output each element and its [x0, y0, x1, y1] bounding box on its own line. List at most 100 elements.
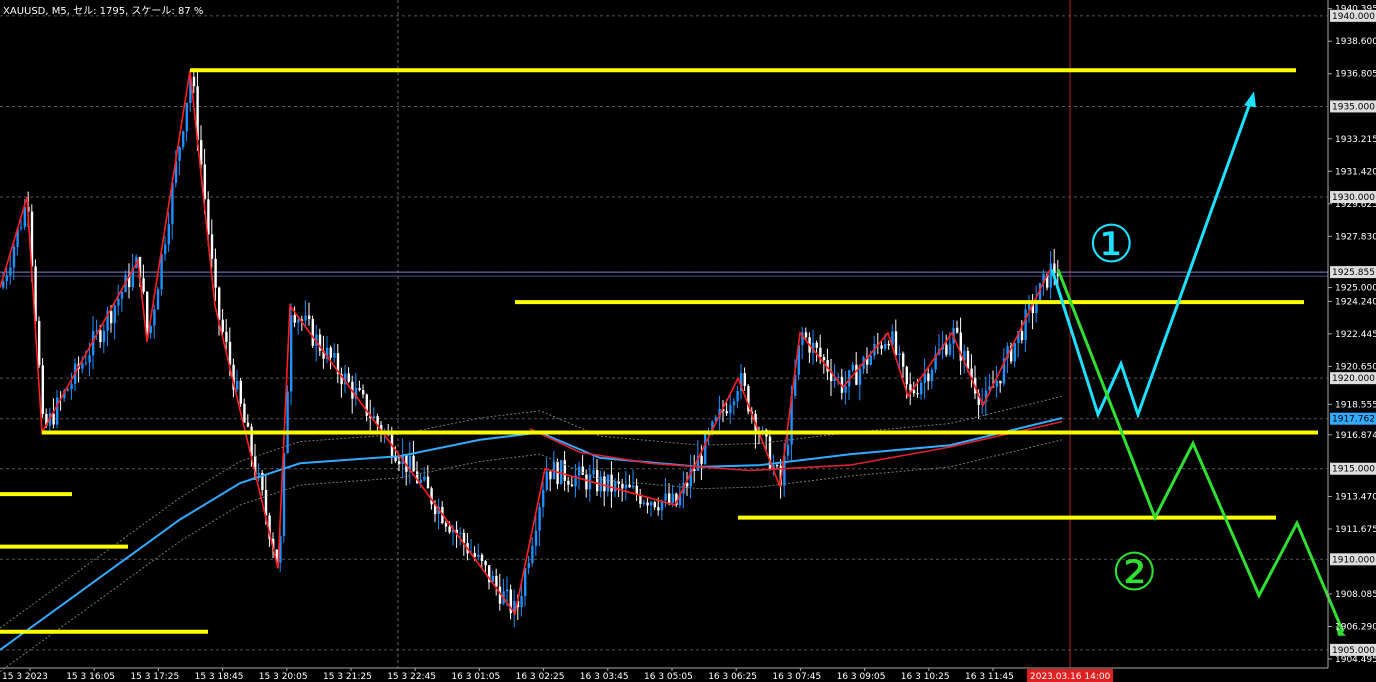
candle-body [84, 362, 88, 364]
candle-body [102, 330, 106, 343]
candle-body [844, 386, 847, 393]
candle-body [671, 493, 674, 503]
candle-body [1053, 263, 1056, 274]
candle-body [675, 493, 678, 505]
candle-body [538, 507, 541, 531]
price-tick-label: 1925.000 [1335, 284, 1376, 294]
candle-body [700, 455, 703, 465]
candle-body [527, 563, 530, 568]
candle-body [214, 258, 217, 288]
candle-body [592, 470, 595, 475]
price-tick-label: 1929.625 [1335, 200, 1376, 210]
candle-body [16, 228, 19, 247]
candle-body [23, 206, 26, 228]
candle-body [1013, 343, 1016, 362]
candle-body [171, 182, 174, 225]
candle-body [516, 600, 520, 608]
scenario-2-path [1056, 268, 1345, 633]
candle-body [156, 289, 160, 310]
candle-body [632, 485, 635, 488]
candle-body [819, 347, 822, 358]
candle-body [488, 565, 491, 583]
candle-body [884, 343, 887, 349]
candle-body [855, 364, 858, 385]
price-axis[interactable]: 1940.395 1938.600 1936.805 1933.215 1931.420… [1327, 0, 1376, 668]
candle-body [1002, 358, 1006, 384]
scenario-1-arrowhead [1244, 91, 1256, 108]
candle-body [423, 476, 426, 480]
candle-body [318, 334, 322, 351]
candle-body [858, 368, 862, 385]
candle-body [250, 426, 253, 457]
candle-body [617, 481, 620, 484]
candle-body [95, 330, 98, 332]
candle-body [963, 350, 966, 361]
candle-body [668, 493, 671, 503]
candle-body [236, 380, 239, 390]
candle-body [228, 341, 232, 365]
candle-body [117, 298, 120, 306]
candle-body [610, 474, 613, 492]
candle-body [430, 488, 433, 505]
candle-body [268, 515, 271, 539]
candle-body [56, 397, 59, 425]
candle-body [81, 363, 84, 369]
candle-body [948, 343, 952, 355]
candle-body [293, 315, 296, 323]
candle-body [732, 401, 736, 406]
candle-body [275, 549, 278, 563]
candle-body [812, 342, 815, 353]
candle-body [898, 353, 901, 356]
ma-slow-line [529, 420, 1063, 472]
candle-body [52, 413, 55, 425]
candle-body [254, 456, 257, 476]
level-label-box [1330, 9, 1376, 22]
price-tick-label: 1936.805 [1335, 70, 1376, 80]
candle-body [239, 380, 242, 404]
candle-body [992, 386, 995, 388]
time-tick-label: 16 3 07:45 [772, 672, 821, 682]
candle-body [279, 535, 282, 563]
candle-body [308, 315, 311, 320]
candle-body [426, 476, 430, 489]
time-axis[interactable]: 15 3 2023 15 3 16:05 15 3 17:25 15 3 18:45 1… [0, 667, 1328, 682]
candle-body [930, 369, 934, 382]
candle-body [1049, 263, 1052, 288]
candle-body [581, 466, 584, 475]
candle-body [563, 460, 566, 481]
candle-body [347, 373, 350, 382]
candle-body [167, 224, 170, 245]
price-tick-label: 1916.874 [1335, 431, 1376, 441]
candle-body [261, 472, 264, 490]
candle-body [498, 586, 502, 604]
candle-body [725, 411, 728, 414]
candle-body [534, 530, 538, 546]
time-tick-label: 15 3 2023 [2, 672, 48, 682]
candle-body [164, 244, 167, 255]
candle-body [185, 102, 188, 132]
time-tick-label: 16 3 10:25 [901, 672, 950, 682]
level-label-box [1330, 191, 1376, 204]
candle-body [920, 382, 923, 395]
candle-body [743, 373, 746, 386]
candle-body [146, 291, 149, 334]
candle-body [934, 354, 937, 370]
candle-body [606, 474, 610, 492]
candle-body [866, 357, 869, 365]
candle-body [801, 332, 804, 345]
candle-body [480, 554, 484, 562]
candle-body [740, 373, 743, 392]
chart-grid [0, 0, 1328, 668]
candle-body [909, 384, 912, 390]
candle-body [344, 373, 347, 385]
price-tick-label: 1918.555 [1335, 400, 1376, 410]
level-label-box [1330, 266, 1376, 279]
candle-body [916, 393, 919, 395]
candle-body [491, 575, 494, 583]
candle-body [887, 343, 890, 346]
candle-body [178, 147, 181, 161]
candle-body [999, 380, 1002, 384]
time-tick-label: 15 3 17:25 [130, 672, 179, 682]
time-tick-label: 16 3 11:45 [965, 672, 1014, 682]
